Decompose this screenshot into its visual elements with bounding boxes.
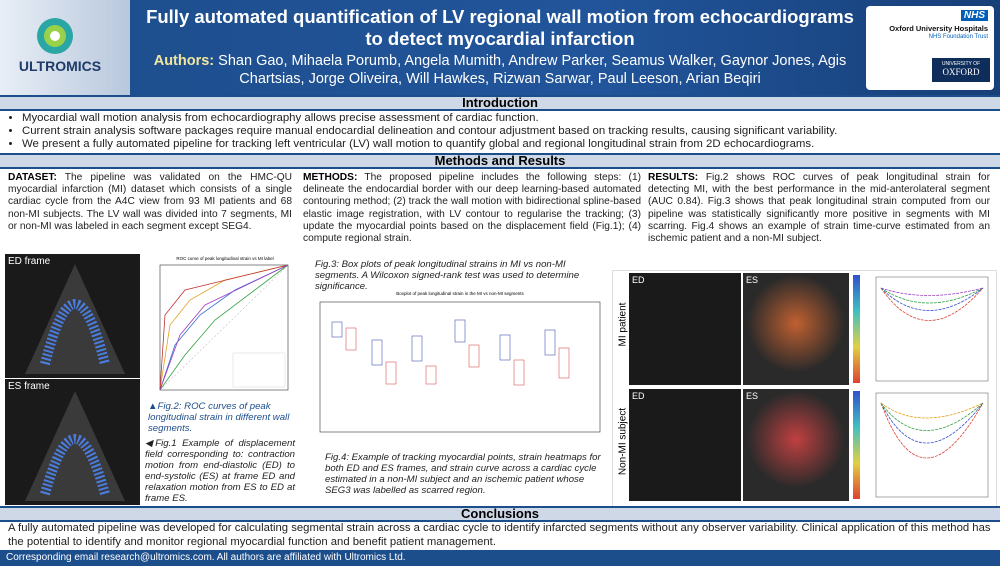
heatmap-image: ES <box>743 389 849 501</box>
logo-panel: ULTROMICS <box>0 0 130 95</box>
boxplot-title: Boxplot of peak longitudinal strain in t… <box>396 291 524 296</box>
label: RESULTS: <box>648 172 699 183</box>
text: The pipeline was validated on the HMC-QU… <box>8 172 292 232</box>
methods-text: METHODS: The proposed pipeline includes … <box>303 172 641 245</box>
authors-label: Authors: <box>153 53 215 69</box>
label: METHODS: <box>303 172 358 183</box>
logo-text: ULTROMICS <box>18 58 102 74</box>
header <box>0 0 1000 95</box>
frame-label: ES <box>746 391 759 401</box>
roc-figure: ROC curve of peak longitudinal strain vs… <box>159 256 289 391</box>
colorbar <box>853 275 860 383</box>
section-heading: Conclusions <box>0 506 1000 522</box>
echo-image: ED <box>629 389 741 501</box>
nhs-logo: NHS <box>960 10 988 21</box>
dataset-text: DATASET: The pipeline was validated on t… <box>8 172 292 233</box>
partner-logos: NHS Oxford University Hospitals NHS Foun… <box>866 6 994 90</box>
label: DATASET: <box>8 172 57 183</box>
oxford-logo: UNIVERSITY OF OXFORD <box>932 58 990 82</box>
oxford-line1: UNIVERSITY OF <box>941 61 981 67</box>
roc-title: ROC curve of peak longitudinal strain vs… <box>176 256 273 261</box>
frame-label: ED frame <box>8 256 51 267</box>
trust-name: Oxford University Hospitals <box>889 24 988 33</box>
heatmap-image: ES <box>743 273 849 385</box>
text: The proposed pipeline includes the follo… <box>303 172 642 245</box>
echo-image: ED frame <box>5 254 140 378</box>
frame-label: ES frame <box>8 381 50 392</box>
echo-graphic <box>25 264 125 374</box>
row-label: MI patient <box>617 302 629 347</box>
caption-text: Fig.2: ROC curves of peak longitudinal s… <box>148 401 290 434</box>
trust-sub: NHS Foundation Trust <box>928 34 988 40</box>
fig4-panel: MI patient Non-MI subject ED ES ED ES <box>612 270 997 508</box>
text: Fig.2 shows ROC curves of peak longitudi… <box>648 172 990 245</box>
logo-icon <box>37 18 73 54</box>
frame-label: ED <box>632 275 645 285</box>
section-heading: Introduction <box>0 95 1000 111</box>
echo-graphic <box>25 391 125 501</box>
bullet: Current strain analysis software package… <box>22 125 1000 138</box>
intro-list: Myocardial wall motion analysis from ech… <box>4 112 1000 151</box>
fig4-caption: Fig.4: Example of tracking myocardial po… <box>325 452 601 496</box>
results-text: RESULTS: Fig.2 shows ROC curves of peak … <box>648 172 990 245</box>
echo-image: ES frame <box>5 379 140 505</box>
fig2-caption: ▲Fig.2: ROC curves of peak longitudinal … <box>148 401 290 434</box>
authors: Authors: Shan Gao, Mihaela Porumb, Angel… <box>140 52 860 88</box>
strain-curves <box>875 276 989 498</box>
fig1-caption: ◀Fig.1 Example of displacement field cor… <box>145 438 295 504</box>
bullet: We present a fully automated pipeline fo… <box>22 138 1000 151</box>
section-heading: Methods and Results <box>0 153 1000 169</box>
authors-list: Shan Gao, Mihaela Porumb, Angela Mumith,… <box>218 53 847 87</box>
title: Fully automated quantification of LV reg… <box>146 6 854 49</box>
fig3-caption: Fig.3: Box plots of peak longitudinal st… <box>315 259 580 292</box>
caption-text: Fig.1 Example of displacement field corr… <box>145 438 295 504</box>
frame-label: ES <box>746 275 759 285</box>
bullet: Myocardial wall motion analysis from ech… <box>22 112 1000 125</box>
boxplot-figure: Boxplot of peak longitudinal strain in t… <box>319 291 601 433</box>
echo-image: ED <box>629 273 741 385</box>
footer: Corresponding email research@ultromics.c… <box>0 550 1000 566</box>
colorbar <box>853 391 860 499</box>
frame-label: ED <box>632 391 645 401</box>
row-label: Non-MI subject <box>617 407 629 476</box>
conclusions-text: A fully automated pipeline was developed… <box>8 522 991 548</box>
oxford-line2: OXFORD <box>942 67 980 77</box>
